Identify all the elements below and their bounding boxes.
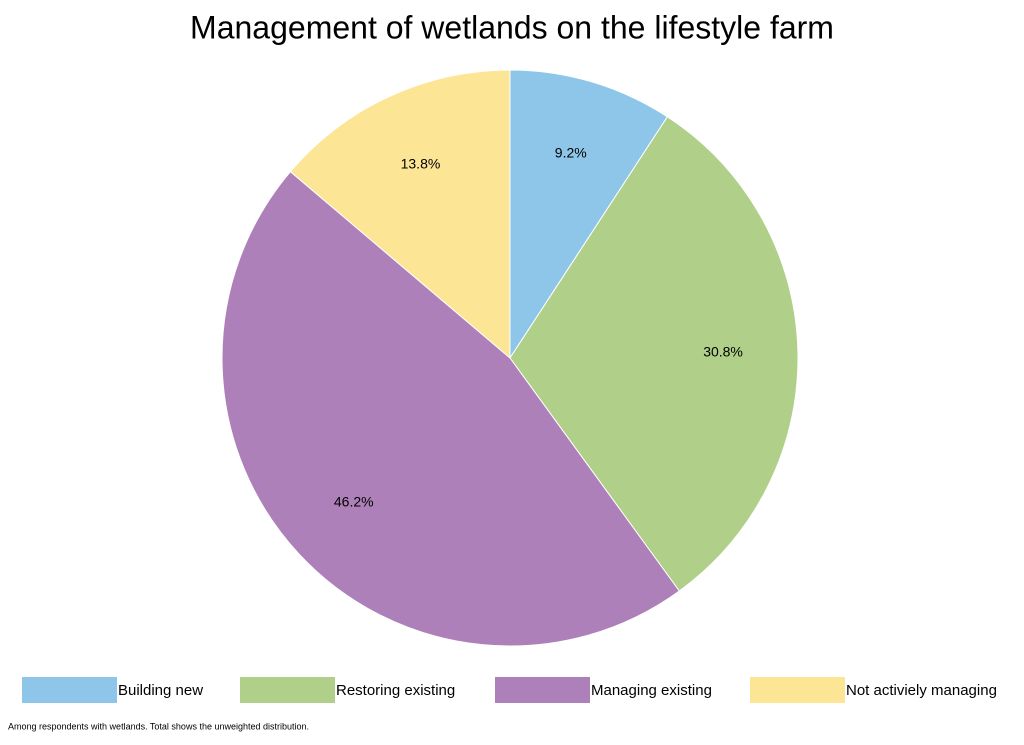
data-label: 13.8% [401,155,441,171]
legend-label: Building new [118,682,203,699]
legend-label: Restoring existing [336,682,455,699]
pie-slice [509,116,799,592]
pie-slice [289,69,511,360]
data-label: 30.8% [703,343,743,359]
pie-slice [509,69,669,360]
legend-label: Managing existing [591,682,712,699]
legend-swatch [240,677,335,703]
footnote: Among respondents with wetlands. Total s… [8,721,309,731]
pie-slice [221,170,680,647]
legend-label: Not activiely managing [846,682,997,699]
data-label: 9.2% [555,144,587,160]
data-label: 46.2% [334,494,374,510]
chart-title: Management of wetlands on the lifestyle … [190,9,834,45]
legend-swatch [495,677,590,703]
legend-swatch [22,677,117,703]
legend-swatch [750,677,845,703]
